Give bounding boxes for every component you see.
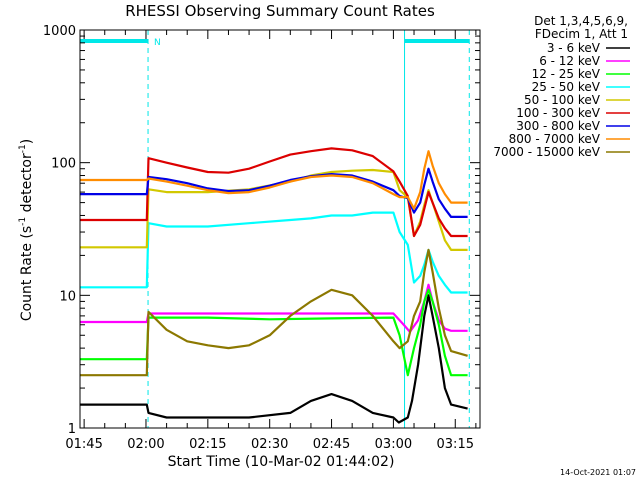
legend-header-line-1: Det 1,3,4,5,6,9, xyxy=(534,14,628,28)
x-tick-label: 02:30 xyxy=(251,437,288,452)
y-tick-label: 10 xyxy=(59,289,76,304)
legend-label: 12 - 25 keV xyxy=(532,67,601,81)
legend-label: 6 - 12 keV xyxy=(539,54,601,68)
x-tick-label: 03:00 xyxy=(375,437,412,452)
x-tick-label: 01:45 xyxy=(65,437,102,452)
y-tick-label: 1000 xyxy=(43,24,76,39)
legend-header-line-2: FDecim 1, Att 1 xyxy=(535,27,628,41)
series-line-800-7000-kev xyxy=(80,150,468,210)
x-tick-label: 02:00 xyxy=(127,437,164,452)
series-line-25-50-kev xyxy=(80,211,468,294)
y-axis: 1 10 100 1000 xyxy=(43,24,480,437)
legend-label: 7000 - 15000 keV xyxy=(493,145,600,159)
series-line-12-25-kev xyxy=(80,288,468,377)
x-axis: 01:45 02:00 02:15 02:30 02:45 03:00 03:15 xyxy=(65,30,477,452)
legend-label: 300 - 800 keV xyxy=(516,119,600,133)
chart-title: RHESSI Observing Summary Count Rates xyxy=(125,2,435,20)
plot-frame xyxy=(79,29,481,429)
series-lines xyxy=(80,147,468,424)
y-tick-label: 100 xyxy=(51,157,76,172)
legend-label: 3 - 6 keV xyxy=(547,41,601,55)
x-tick-label: 02:45 xyxy=(313,437,350,452)
legend-label: 25 - 50 keV xyxy=(532,80,601,94)
x-axis-label: Start Time (10-Mar-02 01:44:02) xyxy=(168,454,395,470)
legend-label: 800 - 7000 keV xyxy=(509,132,601,146)
x-tick-label: 02:15 xyxy=(189,437,226,452)
series-line-7000-15000-kev xyxy=(80,248,468,377)
legend-label: 100 - 300 keV xyxy=(516,106,600,120)
timestamp: 14-Oct-2021 01:07 xyxy=(560,468,636,477)
marker-label-n: N xyxy=(154,38,161,48)
series-line-300-800-kev xyxy=(80,167,468,218)
series-line-3-6-kev xyxy=(80,294,468,424)
series-line-100-300-kev xyxy=(80,147,468,238)
y-axis-label: Count Rate (s-1 detector-1) xyxy=(18,139,35,321)
legend: Det 1,3,4,5,6,9, FDecim 1, Att 1 3 - 6 k… xyxy=(493,14,630,159)
legend-label: 50 - 100 keV xyxy=(524,93,601,107)
y-tick-label: 1 xyxy=(68,422,76,437)
x-tick-label: 03:15 xyxy=(437,437,474,452)
